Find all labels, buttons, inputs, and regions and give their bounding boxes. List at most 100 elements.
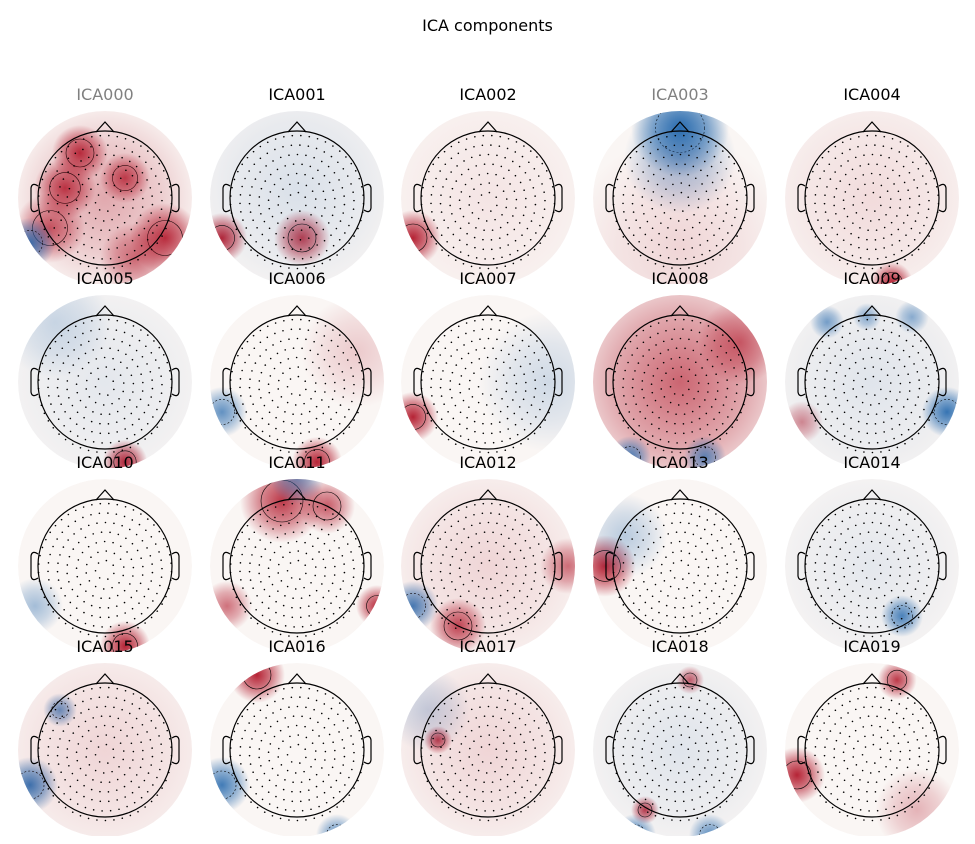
topomap-ica009[interactable]: ICA009 — [784, 270, 960, 470]
electrode-dot — [140, 428, 143, 431]
electrode-dot — [74, 325, 77, 328]
electrode-dot — [460, 375, 463, 377]
electrode-dot — [237, 538, 239, 541]
electrode-dot — [459, 595, 462, 598]
electrode-dot — [889, 574, 892, 577]
electrode-dot — [706, 703, 709, 705]
topomap-ica019[interactable]: ICA019 — [784, 638, 960, 838]
electrode-dot — [162, 170, 165, 172]
electrode-dot — [499, 503, 502, 506]
electrode-dot — [855, 580, 858, 582]
electrode-dot — [535, 784, 537, 786]
topomap-ica010[interactable]: ICA010 — [17, 454, 193, 654]
electrode-dot — [551, 185, 554, 188]
electrode-dot — [907, 244, 910, 247]
electrode-dot — [829, 730, 832, 732]
electrode-dot — [896, 399, 898, 401]
electrode-dot — [98, 577, 101, 579]
topomap-ica001[interactable]: ICA001 — [209, 86, 385, 286]
electrode-dot — [849, 332, 851, 335]
electrode-dot — [499, 410, 502, 413]
topomap-ica018[interactable]: ICA018 — [592, 638, 768, 838]
electrode-dot — [864, 735, 866, 738]
electrode-dot — [647, 548, 650, 550]
electrode-dot — [867, 597, 869, 600]
topomap-ica014[interactable]: ICA014 — [784, 454, 960, 654]
electrode-dot — [123, 147, 126, 150]
electrode-dot — [890, 417, 893, 420]
electrode-dot — [317, 169, 319, 172]
electrode-dot — [908, 171, 911, 174]
electrode-dot — [643, 396, 645, 399]
electrode-dot — [457, 693, 460, 696]
electrode-dot — [124, 428, 126, 430]
topomap-ica004[interactable]: ICA004 — [784, 86, 960, 286]
topomap-ica017[interactable]: ICA017 — [400, 638, 576, 838]
electrode-dot — [833, 196, 836, 198]
electrode-dot — [684, 809, 687, 812]
electrode-dot — [52, 243, 55, 245]
topomap-ica013[interactable]: ICA013 — [592, 454, 768, 654]
topomap-ica003[interactable]: ICA003 — [592, 86, 768, 286]
electrode-dot — [333, 390, 336, 392]
electrode-dot — [348, 610, 351, 612]
topomap-ica000[interactable]: ICA000 — [17, 86, 193, 286]
topomap-ica012[interactable]: ICA012 — [400, 454, 576, 654]
electrode-dot — [674, 422, 676, 425]
electrode-dot — [57, 418, 60, 421]
topomap-head — [593, 663, 767, 836]
electrode-dot — [123, 233, 126, 236]
topomap-ica015[interactable]: ICA015 — [17, 638, 193, 838]
electrode-dot — [667, 257, 670, 259]
topomap-ica011[interactable]: ICA011 — [209, 454, 385, 654]
electrode-dot — [144, 254, 146, 256]
electrode-dot — [870, 172, 873, 175]
electrode-dot — [522, 214, 525, 217]
electrode-dot — [898, 519, 901, 521]
electrode-dot — [149, 554, 152, 557]
topomap-ica002[interactable]: ICA002 — [400, 86, 576, 286]
electrode-dot — [744, 579, 747, 581]
electrode-dot — [338, 422, 341, 425]
topomap-ica006[interactable]: ICA006 — [209, 270, 385, 470]
electrode-dot — [57, 786, 60, 789]
right-ear-outline — [363, 367, 372, 397]
topomap-ica016[interactable]: ICA016 — [209, 638, 385, 838]
electrode-dot — [123, 589, 126, 592]
electrode-dot — [439, 722, 441, 724]
electrode-dot — [263, 772, 266, 775]
electrode-dot — [639, 438, 642, 441]
electrode-dot — [138, 707, 141, 710]
electrode-dot — [64, 594, 66, 597]
electrode-dot — [891, 689, 894, 692]
electrode-dot — [341, 554, 344, 557]
topomap-ica008[interactable]: ICA008 — [592, 270, 768, 470]
electrode-dot — [239, 562, 242, 564]
electrode-dot — [883, 247, 885, 249]
electrode-dot — [315, 785, 318, 788]
electrode-dot — [858, 430, 860, 433]
electrode-dot — [332, 796, 335, 799]
electrode-dot — [910, 227, 913, 230]
electrode-dot — [920, 708, 922, 710]
electrode-dot — [440, 194, 442, 196]
electrode-dot — [305, 267, 307, 269]
electrode-dot — [311, 374, 314, 376]
electrode-dot — [449, 380, 452, 382]
electrode-dot — [937, 202, 940, 205]
electrode-dot — [480, 183, 482, 186]
electrode-dot — [682, 432, 685, 435]
electrode-dot — [917, 212, 920, 214]
electrode-dot — [260, 555, 263, 558]
electrode-dot — [684, 257, 687, 260]
topomap-ica007[interactable]: ICA007 — [400, 270, 576, 470]
electrode-dot — [669, 217, 672, 220]
electrode-dot — [435, 611, 438, 613]
electrode-dot — [833, 572, 835, 575]
electrode-dot — [338, 606, 341, 609]
electrode-dot — [707, 759, 709, 761]
electrode-dot — [116, 594, 119, 597]
electrode-dot — [447, 410, 449, 413]
electrode-dot — [117, 533, 120, 536]
topomap-ica005[interactable]: ICA005 — [17, 270, 193, 470]
